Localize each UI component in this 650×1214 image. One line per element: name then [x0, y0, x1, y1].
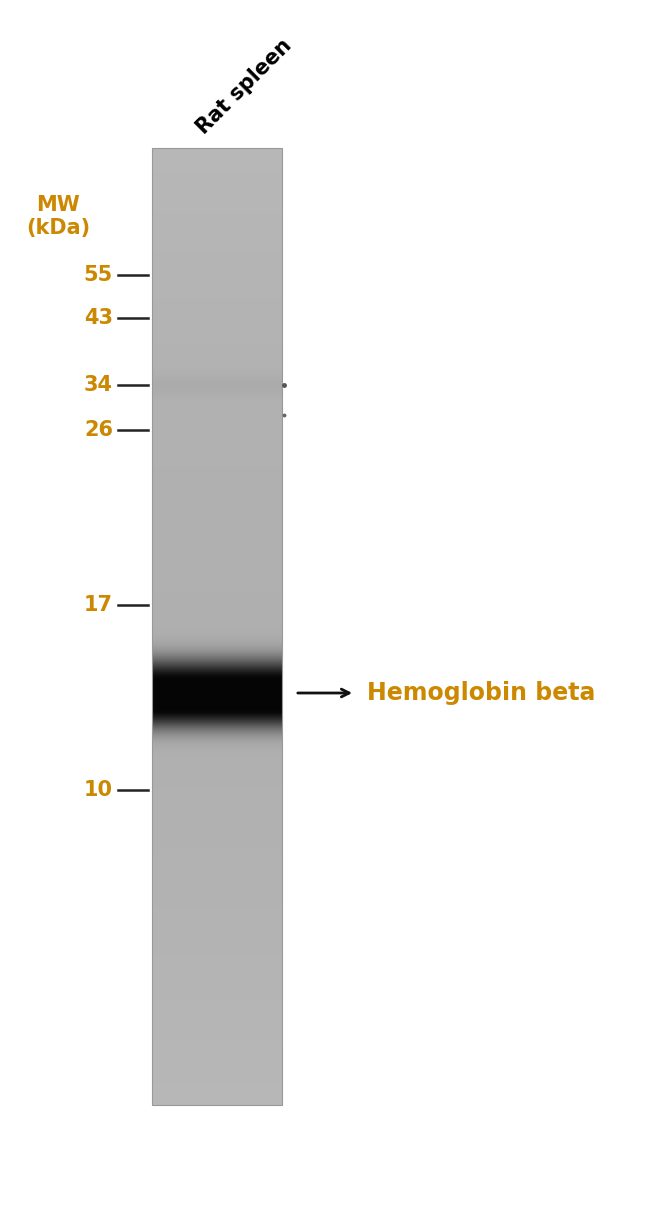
Text: 10: 10	[84, 781, 113, 800]
Bar	[152, 148, 282, 1105]
Text: Rat spleen: Rat spleen	[193, 35, 296, 138]
Text: MW
(kDa): MW (kDa)	[26, 195, 90, 238]
Text: 17: 17	[84, 595, 113, 615]
Text: 34: 34	[84, 375, 113, 395]
Text: 55: 55	[84, 265, 113, 285]
Text: Hemoglobin beta: Hemoglobin beta	[367, 681, 595, 705]
Text: 26: 26	[84, 420, 113, 439]
Text: 43: 43	[84, 308, 113, 328]
